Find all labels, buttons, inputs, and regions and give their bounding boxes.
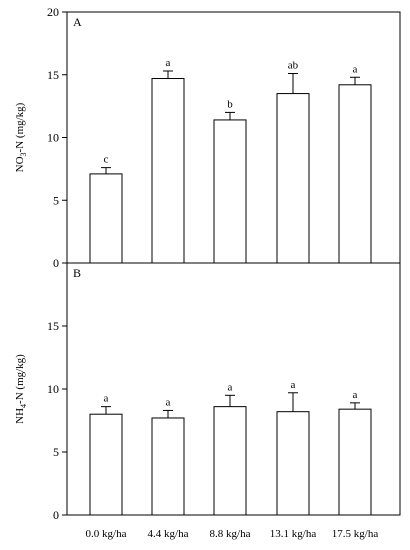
y-tick-label: 15 (47, 68, 59, 82)
significance-letter: a (104, 393, 109, 405)
y-axis-label-subscript: 3 (19, 152, 28, 156)
significance-letter: a (291, 379, 296, 391)
significance-letter: c (104, 154, 109, 166)
y-axis-label-main: NH (14, 408, 26, 424)
bar (276, 411, 310, 516)
bar (213, 406, 247, 516)
significance-letter: ab (288, 59, 299, 71)
significance-letter: a (353, 389, 358, 401)
significance-letter: a (166, 57, 171, 69)
y-tick-label: 20 (47, 5, 59, 19)
significance-letter: a (228, 381, 233, 393)
panel-label: A (73, 15, 82, 29)
bar (89, 413, 123, 516)
y-tick-label: 5 (53, 193, 59, 207)
x-tick-label: 13.1 kg/ha (270, 528, 317, 540)
y-axis-label-main: NO (14, 156, 26, 172)
significance-letter: a (166, 396, 171, 408)
panel-b-ammonium-chart: 0 5 10 15 B NH4-N (mg/kg) a a a a a 0.0 kg/ha 4.4 kg… (14, 262, 401, 540)
y-axis-label: NO3-N (mg/kg) (14, 102, 28, 172)
bar (213, 119, 247, 264)
x-tick-label: 17.5 kg/ha (332, 528, 379, 540)
y-tick-label: 0 (53, 508, 59, 522)
y-tick-label: 5 (53, 445, 59, 459)
y-tick-label: 10 (47, 131, 59, 145)
significance-letter: b (227, 98, 233, 110)
y-tick-label: 10 (47, 382, 59, 396)
y-axis-label-subscript: 4 (19, 404, 28, 408)
x-tick-label: 4.4 kg/ha (148, 528, 189, 540)
y-axis-label: NH4-N (mg/kg) (14, 354, 28, 424)
bar (89, 173, 123, 264)
y-tick-label: 15 (47, 319, 59, 333)
bar (276, 93, 310, 264)
x-tick-label: 0.0 kg/ha (86, 528, 127, 540)
y-axis-label-unit: -N (mg/kg) (14, 102, 26, 152)
bar (151, 78, 185, 264)
panel-label: B (73, 266, 81, 280)
bar (338, 84, 372, 264)
bar (151, 417, 185, 516)
bar (338, 408, 372, 516)
x-tick-label: 8.8 kg/ha (210, 528, 251, 540)
significance-letter: a (353, 63, 358, 75)
y-axis-label-unit: -N (mg/kg) (14, 354, 26, 404)
y-tick-label: 0 (53, 256, 59, 270)
